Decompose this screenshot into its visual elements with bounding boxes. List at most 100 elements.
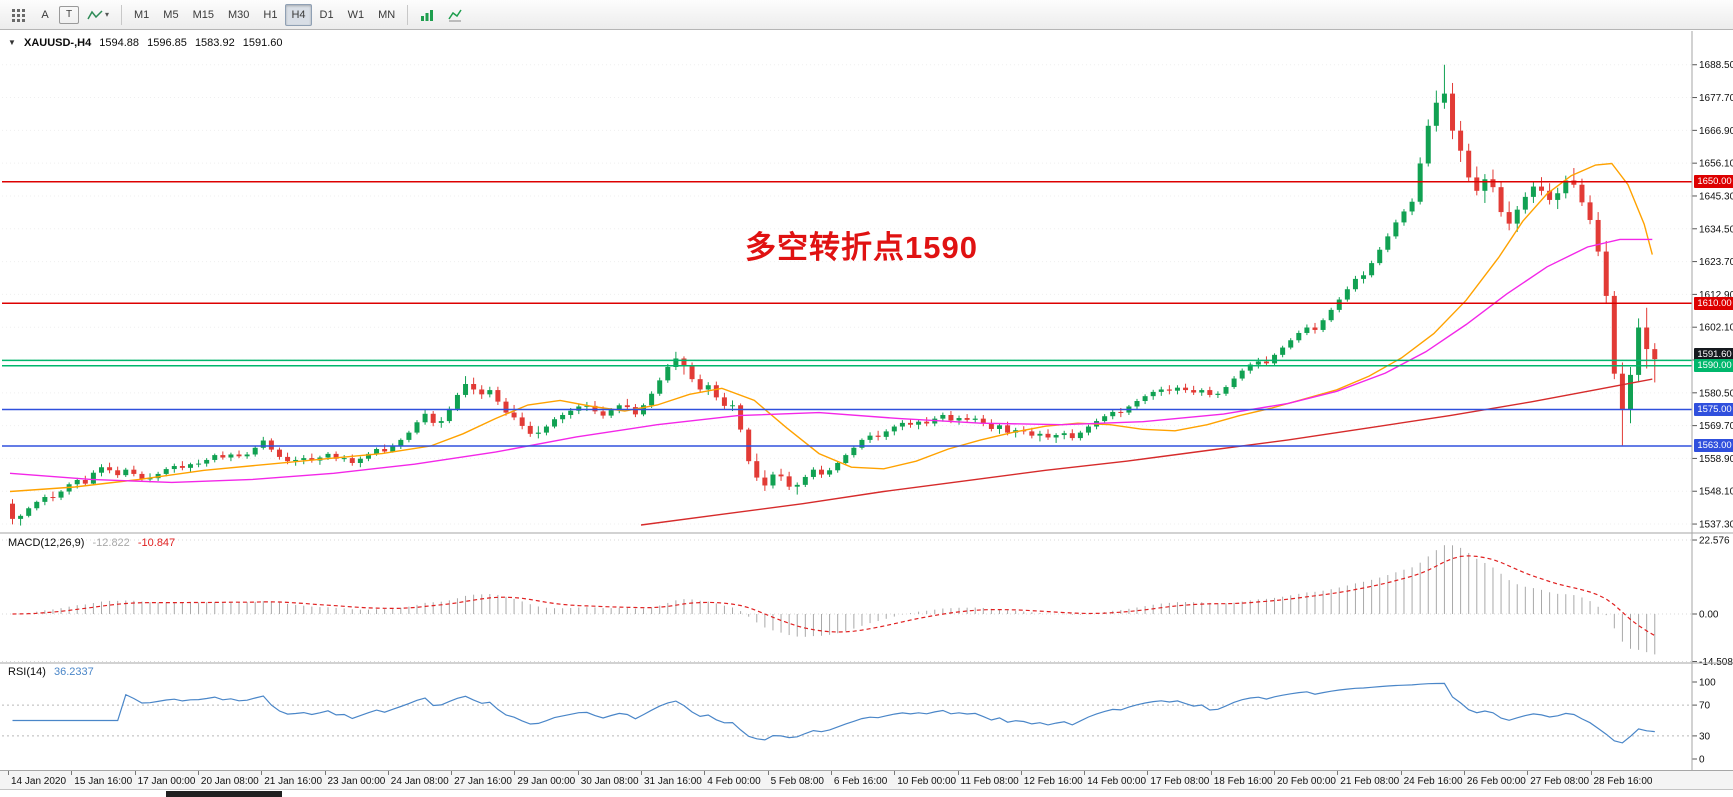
chart-bars-window-button[interactable] [414, 4, 440, 26]
candle-body [90, 472, 96, 484]
candle-body [924, 421, 930, 424]
time-axis-label: 31 Jan 16:00 [644, 776, 702, 787]
macd-signal-line [12, 555, 1656, 637]
candle-body [131, 469, 137, 474]
candle-body [357, 458, 363, 463]
palette-grid-button[interactable] [5, 4, 31, 26]
candle-body [859, 439, 865, 448]
time-axis-tick [1590, 771, 1592, 775]
candle-body [1223, 387, 1229, 394]
time-axis-tick [1147, 771, 1149, 775]
time-axis-label: 24 Jan 08:00 [390, 776, 449, 787]
candle-body [42, 497, 48, 502]
candle-body [1255, 361, 1261, 365]
time-axis-label: 14 Jan 2020 [11, 776, 67, 787]
time-axis-label: 10 Feb 00:00 [897, 776, 957, 787]
candle-body [948, 414, 954, 421]
timeframe-w1-button[interactable]: W1 [342, 4, 371, 26]
candle-body [187, 464, 193, 468]
time-axis-tick [387, 771, 389, 775]
time-axis-label: 14 Feb 00:00 [1087, 776, 1147, 787]
rsi-axis-label: 70 [1699, 701, 1711, 712]
candle-body [1344, 289, 1350, 300]
time-axis-label: 28 Feb 16:00 [1593, 776, 1653, 787]
candle-body [1611, 295, 1617, 374]
candle-body [285, 456, 291, 462]
candle-body [171, 466, 177, 470]
candle-body [1652, 349, 1658, 360]
timeframe-m1-button[interactable]: M1 [128, 4, 155, 26]
candle-body [632, 407, 638, 415]
open-value: 1594.88 [99, 37, 140, 49]
candle-body [26, 508, 32, 516]
candle-body [730, 405, 736, 407]
taskbar-item[interactable] [166, 791, 282, 797]
time-axis-label: 21 Feb 08:00 [1340, 776, 1400, 787]
time-axis[interactable]: 14 Jan 2020 15 Jan 16:00 17 Jan 00:00 20 Ja… [0, 770, 1733, 790]
candle-body [1563, 180, 1569, 194]
text-tool-button[interactable]: T [59, 5, 79, 24]
candle-body [1288, 340, 1294, 348]
candle-body [98, 467, 104, 473]
candle-body [115, 470, 121, 476]
timeframe-m30-button[interactable]: M30 [222, 4, 255, 26]
candle-body [600, 411, 606, 416]
timeframe-h4-button[interactable]: H4 [285, 3, 312, 26]
text-annotation[interactable]: 多空转折点1590 [745, 230, 978, 265]
candle-body [827, 470, 833, 475]
candle-body [624, 405, 630, 408]
timeframe-m5-button[interactable]: M5 [157, 4, 184, 26]
timeframe-m15-button[interactable]: M15 [187, 4, 220, 26]
candle-body [794, 484, 800, 487]
candle-body [1110, 411, 1116, 417]
candle-body [293, 459, 299, 462]
chart-ohlc-header: ▼ XAUUSD-,H4 1594.88 1596.85 1583.92 159… [8, 37, 288, 49]
candle-body [770, 474, 776, 486]
candle-body [276, 449, 282, 457]
candle-body [1239, 370, 1245, 379]
chart-line-window-button[interactable] [442, 4, 468, 26]
time-axis-tick [1274, 771, 1275, 775]
price-tag: 1610.00 [1694, 296, 1733, 310]
candle-body [883, 431, 889, 437]
price-axis-label: 1634.50 [1699, 224, 1733, 235]
price-axis-label: 1580.50 [1699, 388, 1733, 399]
time-axis-label: 11 Feb 08:00 [960, 776, 1019, 787]
candle-body [1539, 186, 1545, 191]
candle-body [365, 453, 371, 459]
rsi-header: RSI(14) 36.2337 [8, 666, 99, 678]
ma-slow-line [640, 378, 1653, 526]
cursor-a-tool-button[interactable]: A [41, 8, 49, 21]
candle-body [1401, 211, 1407, 223]
time-axis-label: 18 Feb 16:00 [1213, 776, 1273, 787]
candle-body [1385, 236, 1391, 250]
time-axis-tick [1337, 771, 1339, 775]
time-axis-label: 27 Feb 08:00 [1530, 776, 1590, 787]
candle-body [552, 419, 558, 427]
candle-body [1037, 433, 1043, 436]
macd-main-value: -12.822 [92, 537, 130, 549]
candle-body [1506, 212, 1512, 224]
time-axis-tick [641, 771, 642, 775]
candle-body [446, 408, 452, 422]
shapes-tool-button[interactable]: ▾ [81, 4, 115, 26]
candle-body [1587, 202, 1593, 220]
price-axis-label: 1612.90 [1699, 290, 1733, 301]
candle-body [1207, 390, 1213, 395]
candle-body [479, 389, 485, 395]
collapse-triangle-icon[interactable]: ▼ [8, 38, 16, 47]
candle-body [1280, 347, 1286, 355]
candle-body [1005, 425, 1011, 433]
price-axis-label: 1623.70 [1699, 257, 1733, 268]
candle-body [1361, 275, 1367, 279]
candle-body [179, 466, 185, 468]
timeframe-h1-button[interactable]: H1 [257, 4, 283, 26]
candle-body [956, 418, 962, 421]
timeframe-mn-button[interactable]: MN [372, 4, 401, 26]
candle-body [1377, 249, 1383, 264]
candle-body [1482, 179, 1488, 191]
timeframe-d1-button[interactable]: D1 [314, 4, 340, 26]
macd-header: MACD(12,26,9) -12.822 -10.847 [8, 537, 180, 549]
time-axis-tick [514, 771, 516, 775]
